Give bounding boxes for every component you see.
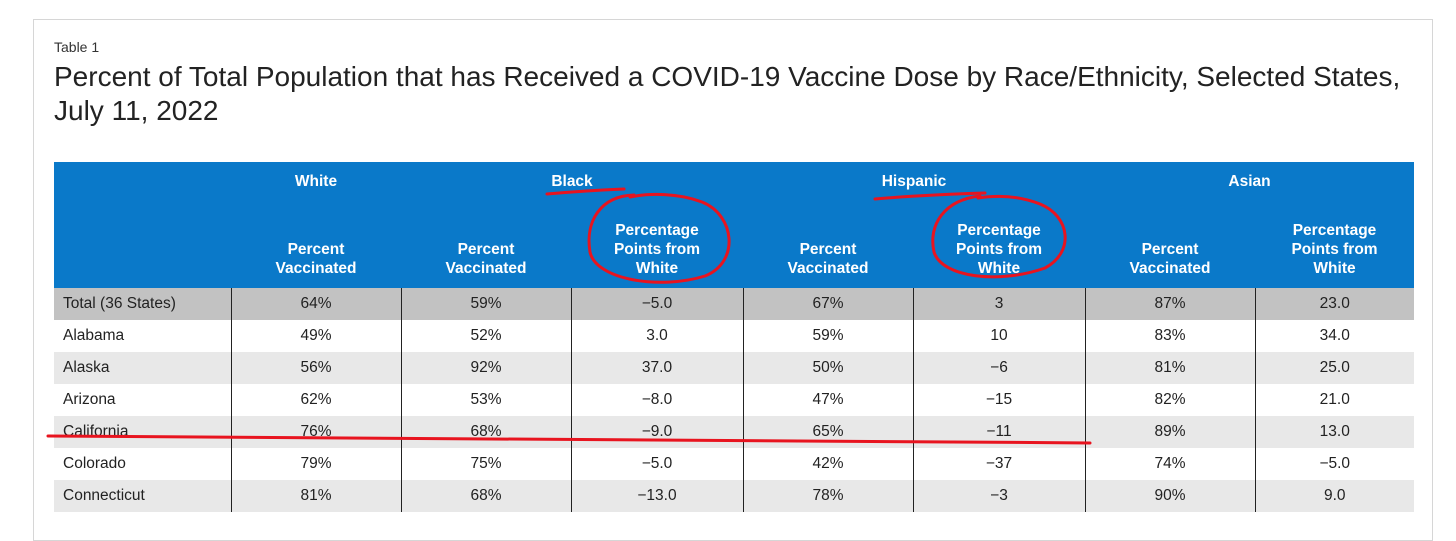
table-title: Percent of Total Population that has Rec… (54, 61, 1401, 126)
cell-black-points: 3.0 (570, 320, 743, 352)
sub-header-hispanic-points: Percentage Points from White (913, 200, 1086, 288)
cell-black-points: −9.0 (570, 416, 743, 448)
table-body: Total (36 States) 64% 59% −5.0 67% 3 87% 23.0 Al… (54, 288, 1415, 512)
sub-header-row: Percent Vaccinated Percent Vaccinated Perc… (54, 200, 1415, 288)
cell-white-percent: 81% (230, 480, 401, 512)
total-row: Total (36 States) 64% 59% −5.0 67% 3 87% 23.0 (54, 288, 1415, 320)
cell-black-points: −13.0 (570, 480, 743, 512)
cell-asian-percent: 82% (1084, 384, 1256, 416)
cell-black-points: −5.0 (570, 448, 743, 480)
cell-asian-points: 23.0 (1254, 288, 1415, 320)
cell-hispanic-points: −3 (912, 480, 1086, 512)
cell-state-name: Connecticut (54, 480, 231, 512)
cell-asian-percent: 87% (1084, 288, 1256, 320)
cell-asian-points: 13.0 (1254, 416, 1415, 448)
table-row: Colorado 79% 75% −5.0 42% −37 74% −5.0 (54, 448, 1415, 480)
sub-header-black-points: Percentage Points from White (571, 200, 743, 288)
cell-black-percent: 75% (400, 448, 571, 480)
cell-white-percent: 76% (230, 416, 401, 448)
cell-asian-percent: 83% (1084, 320, 1256, 352)
cell-black-points: 37.0 (570, 352, 743, 384)
cell-hispanic-points: 3 (912, 288, 1086, 320)
group-header-blank (54, 162, 231, 200)
cell-hispanic-points: −6 (912, 352, 1086, 384)
cell-black-points: −8.0 (570, 384, 743, 416)
table-row: California 76% 68% −9.0 65% −11 89% 13.0 (54, 416, 1415, 448)
cell-black-percent: 59% (400, 288, 571, 320)
cell-white-percent: 64% (230, 288, 401, 320)
cell-hispanic-percent: 50% (742, 352, 913, 384)
cell-hispanic-percent: 47% (742, 384, 913, 416)
cell-black-points: −5.0 (570, 288, 743, 320)
cell-white-percent: 62% (230, 384, 401, 416)
cell-hispanic-points: 10 (912, 320, 1086, 352)
table-label: Table 1 (54, 39, 100, 55)
cell-hispanic-percent: 42% (742, 448, 913, 480)
cell-asian-percent: 81% (1084, 352, 1256, 384)
table-row: Alaska 56% 92% 37.0 50% −6 81% 25.0 (54, 352, 1415, 384)
cell-asian-points: 9.0 (1254, 480, 1415, 512)
group-header-row: White Black Hispanic Asian (54, 162, 1415, 200)
cell-state-name: Alaska (54, 352, 231, 384)
cell-state-name: California (54, 416, 231, 448)
cell-asian-points: 34.0 (1254, 320, 1415, 352)
cell-asian-points: 25.0 (1254, 352, 1415, 384)
cell-black-percent: 68% (400, 480, 571, 512)
sub-header-asian-points: Percentage Points from White (1255, 200, 1415, 288)
cell-hispanic-percent: 59% (742, 320, 913, 352)
cell-hispanic-percent: 65% (742, 416, 913, 448)
sub-header-asian-percent: Percent Vaccinated (1085, 200, 1256, 288)
cell-state-name: Alabama (54, 320, 231, 352)
table-row: Alabama 49% 52% 3.0 59% 10 83% 34.0 (54, 320, 1415, 352)
sub-header-black-percent: Percent Vaccinated (401, 200, 571, 288)
cell-state-name: Total (36 States) (54, 288, 231, 320)
group-header-black: Black (401, 162, 743, 200)
cell-asian-points: 21.0 (1254, 384, 1415, 416)
cell-hispanic-points: −15 (912, 384, 1086, 416)
cell-white-percent: 79% (230, 448, 401, 480)
cell-black-percent: 53% (400, 384, 571, 416)
cell-state-name: Arizona (54, 384, 231, 416)
cell-asian-percent: 90% (1084, 480, 1256, 512)
table-row: Arizona 62% 53% −8.0 47% −15 82% 21.0 (54, 384, 1415, 416)
table-row: Connecticut 81% 68% −13.0 78% −3 90% 9.0 (54, 480, 1415, 512)
cell-black-percent: 68% (400, 416, 571, 448)
sub-header-white-percent: Percent Vaccinated (231, 200, 401, 288)
cell-hispanic-percent: 78% (742, 480, 913, 512)
group-header-white: White (231, 162, 401, 200)
cell-hispanic-points: −11 (912, 416, 1086, 448)
group-header-asian: Asian (1085, 162, 1415, 200)
cell-white-percent: 56% (230, 352, 401, 384)
group-header-hispanic: Hispanic (743, 162, 1086, 200)
cell-white-percent: 49% (230, 320, 401, 352)
cell-hispanic-points: −37 (912, 448, 1086, 480)
cell-black-percent: 52% (400, 320, 571, 352)
sub-header-hispanic-percent: Percent Vaccinated (743, 200, 913, 288)
cell-asian-percent: 74% (1084, 448, 1256, 480)
cell-black-percent: 92% (400, 352, 571, 384)
cell-state-name: Colorado (54, 448, 231, 480)
cell-hispanic-percent: 67% (742, 288, 913, 320)
sub-header-state (54, 200, 231, 288)
cell-asian-percent: 89% (1084, 416, 1256, 448)
vaccination-table: White Black Hispanic Asian Percent Vaccin… (54, 162, 1415, 512)
cell-asian-points: −5.0 (1254, 448, 1415, 480)
